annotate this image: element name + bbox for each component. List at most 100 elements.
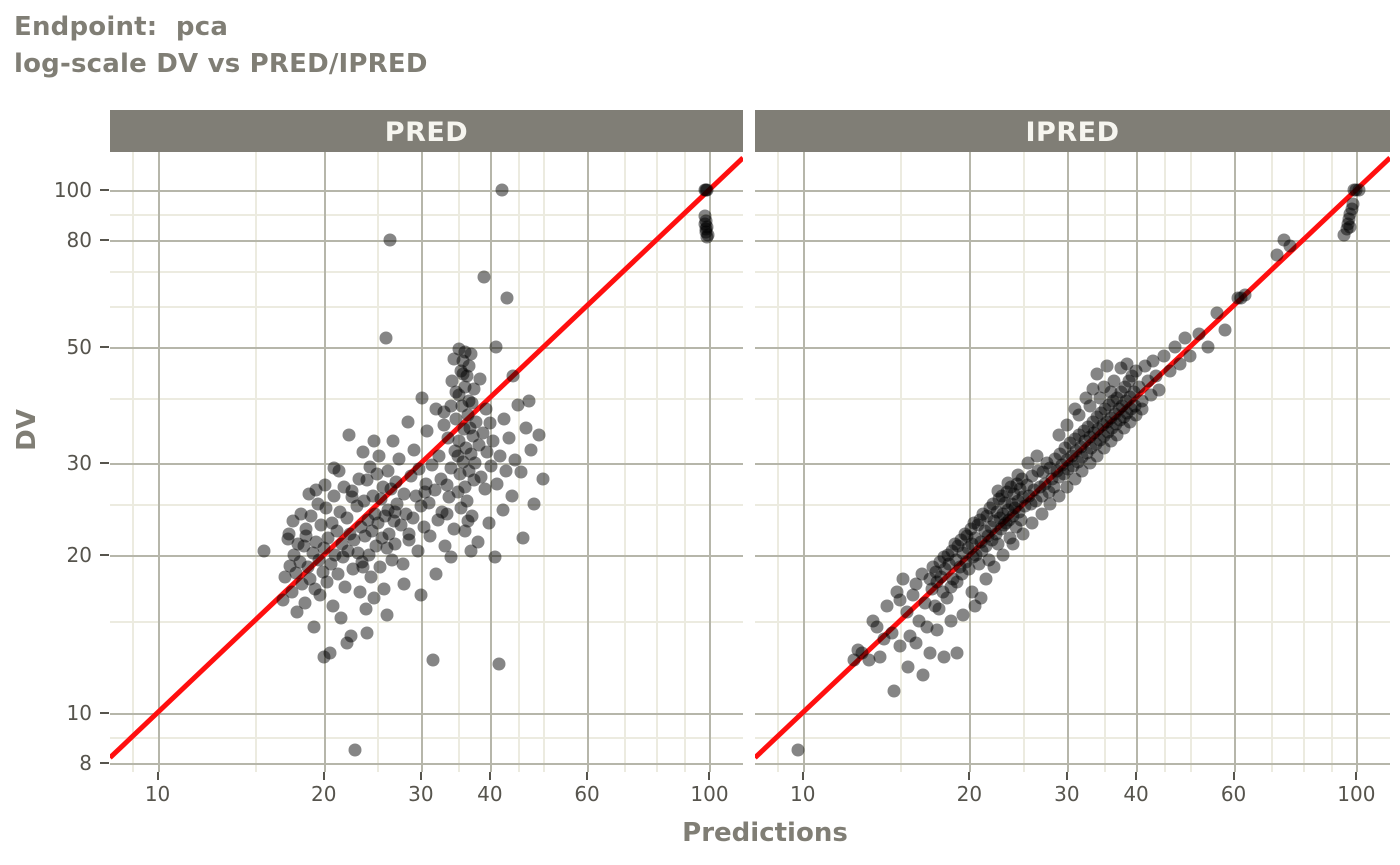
x-axis-tick-label: 10 — [144, 782, 171, 806]
scatter-point — [323, 646, 337, 660]
scatter-point — [946, 572, 960, 586]
scatter-point — [1090, 449, 1104, 463]
scatter-point — [979, 539, 993, 553]
scatter-point — [700, 220, 714, 233]
x-axis-tick-mark — [419, 771, 422, 780]
scatter-point — [1002, 513, 1016, 527]
scatter-point — [936, 585, 950, 599]
x-axis-tick-mark — [801, 771, 804, 780]
scatter-point — [333, 505, 347, 519]
scatter-point — [1192, 327, 1206, 341]
major-gridline-horizontal — [755, 763, 1390, 766]
scatter-point — [336, 550, 350, 564]
scatter-point — [999, 516, 1013, 530]
scatter-point — [407, 443, 421, 457]
scatter-point — [1231, 291, 1245, 305]
scatter-point — [992, 492, 1006, 506]
scatter-point — [699, 214, 713, 228]
scatter-point — [490, 477, 504, 491]
scatter-point — [979, 572, 993, 586]
scatter-point — [951, 539, 965, 553]
minor-gridline-vertical — [684, 152, 687, 772]
scatter-point — [452, 342, 466, 356]
scatter-point — [976, 507, 990, 521]
scatter-point — [1081, 420, 1095, 434]
scatter-point — [903, 629, 917, 643]
scatter-point — [1016, 527, 1030, 541]
scatter-point — [338, 580, 352, 594]
scatter-point — [1075, 464, 1089, 478]
scatter-point — [350, 499, 364, 513]
minor-gridline-vertical — [132, 152, 135, 772]
scatter-point — [893, 639, 907, 653]
scatter-point — [420, 424, 434, 438]
minor-gridline-horizontal — [110, 213, 743, 216]
scatter-point — [1119, 394, 1133, 408]
scatter-point — [1043, 497, 1057, 511]
scatter-point — [971, 518, 985, 532]
scatter-point — [299, 522, 313, 536]
scatter-point — [289, 566, 303, 580]
scatter-point — [458, 380, 472, 394]
scatter-point — [701, 228, 715, 242]
scatter-point — [950, 575, 964, 589]
scatter-point — [330, 524, 344, 538]
minor-gridline-horizontal — [110, 270, 743, 273]
scatter-point — [982, 553, 996, 567]
scatter-point — [1129, 408, 1143, 422]
x-axis-tick-label: 30 — [408, 782, 434, 806]
scatter-point — [516, 531, 530, 545]
scatter-point — [389, 475, 403, 489]
scatter-point — [411, 544, 425, 558]
scatter-point — [1068, 432, 1082, 446]
scatter-point — [444, 550, 458, 564]
scatter-point — [1052, 489, 1066, 503]
scatter-point — [968, 599, 982, 613]
scatter-point — [365, 524, 379, 538]
scatter-point — [451, 449, 465, 463]
scatter-point — [302, 487, 316, 501]
major-gridline-horizontal — [110, 555, 743, 558]
scatter-point — [380, 608, 394, 622]
scatter-point — [366, 489, 380, 503]
scatter-point — [1086, 415, 1100, 429]
scatter-point — [435, 505, 449, 519]
scatter-point — [896, 572, 910, 586]
scatter-point — [484, 459, 498, 473]
scatter-point — [1146, 354, 1160, 368]
scatter-point — [1001, 476, 1015, 490]
scatter-point — [437, 405, 451, 419]
scatter-point — [461, 408, 475, 422]
scatter-point — [358, 529, 372, 543]
scatter-point — [452, 434, 466, 448]
minor-gridline-horizontal — [755, 397, 1390, 400]
scatter-point — [942, 557, 956, 571]
scatter-point — [1125, 369, 1139, 383]
scatter-point — [417, 520, 431, 534]
y-axis-tick-mark — [100, 711, 109, 714]
scatter-point — [346, 562, 360, 576]
y-axis-tick-mark — [100, 188, 109, 191]
scatter-point — [432, 449, 446, 463]
scatter-point — [1030, 449, 1044, 463]
scatter-point — [414, 588, 428, 602]
scatter-point — [1084, 441, 1098, 455]
minor-gridline-vertical — [457, 152, 460, 772]
scatter-point — [457, 422, 471, 436]
scatter-point — [467, 382, 481, 396]
scatter-point — [1033, 480, 1047, 494]
scatter-point — [1110, 428, 1124, 442]
scatter-point — [376, 480, 390, 494]
scatter-point — [1129, 364, 1143, 378]
scatter-point — [382, 527, 396, 541]
scatter-point — [340, 511, 354, 525]
scatter-point — [355, 555, 369, 569]
scatter-point — [505, 489, 519, 503]
scatter-point — [901, 660, 915, 674]
scatter-point — [1012, 505, 1026, 519]
scatter-point — [1117, 421, 1131, 435]
x-axis-tick-label: 20 — [956, 782, 983, 806]
scatter-point — [437, 418, 451, 432]
scatter-point — [1112, 402, 1126, 416]
scatter-point — [954, 533, 968, 547]
